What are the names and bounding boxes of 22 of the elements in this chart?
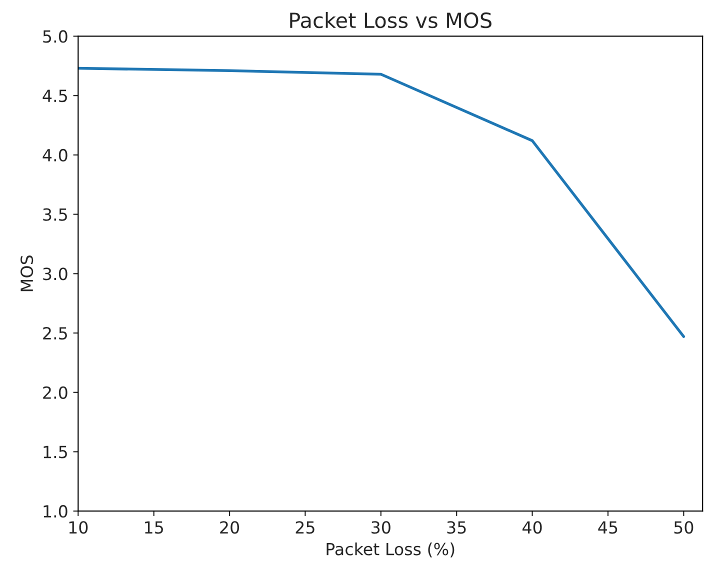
x-tick-label: 45 <box>598 521 618 534</box>
x-tick-label: 10 <box>69 521 88 534</box>
chart-title: Packet Loss vs MOS <box>290 12 492 28</box>
x-tick-label: 25 <box>296 521 314 534</box>
x-tick-label: 50 <box>674 521 694 534</box>
y-tick-label: 1.5 <box>44 446 67 458</box>
y-tick-label: 1.0 <box>44 505 68 518</box>
line-series <box>78 66 686 338</box>
x-tick-label: 35 <box>447 521 466 534</box>
x-axis-title: Packet Loss (%) <box>326 542 454 558</box>
x-tick-label: 40 <box>522 521 542 534</box>
y-tick-label: 2.5 <box>43 326 67 340</box>
y-tick-label: 4.5 <box>42 90 67 102</box>
y-tick-label: 3.0 <box>43 268 68 280</box>
y-tick-label: 3.5 <box>43 208 67 221</box>
x-tick-label: 15 <box>145 521 163 534</box>
y-tick-label: 2.0 <box>43 386 68 399</box>
y-tick-label: 4.0 <box>42 148 68 162</box>
y-axis-title: MOS <box>20 256 34 292</box>
x-tick-label: 30 <box>372 521 390 534</box>
y-tick-label: 5.0 <box>43 30 68 43</box>
x-tick-label: 20 <box>220 521 240 534</box>
